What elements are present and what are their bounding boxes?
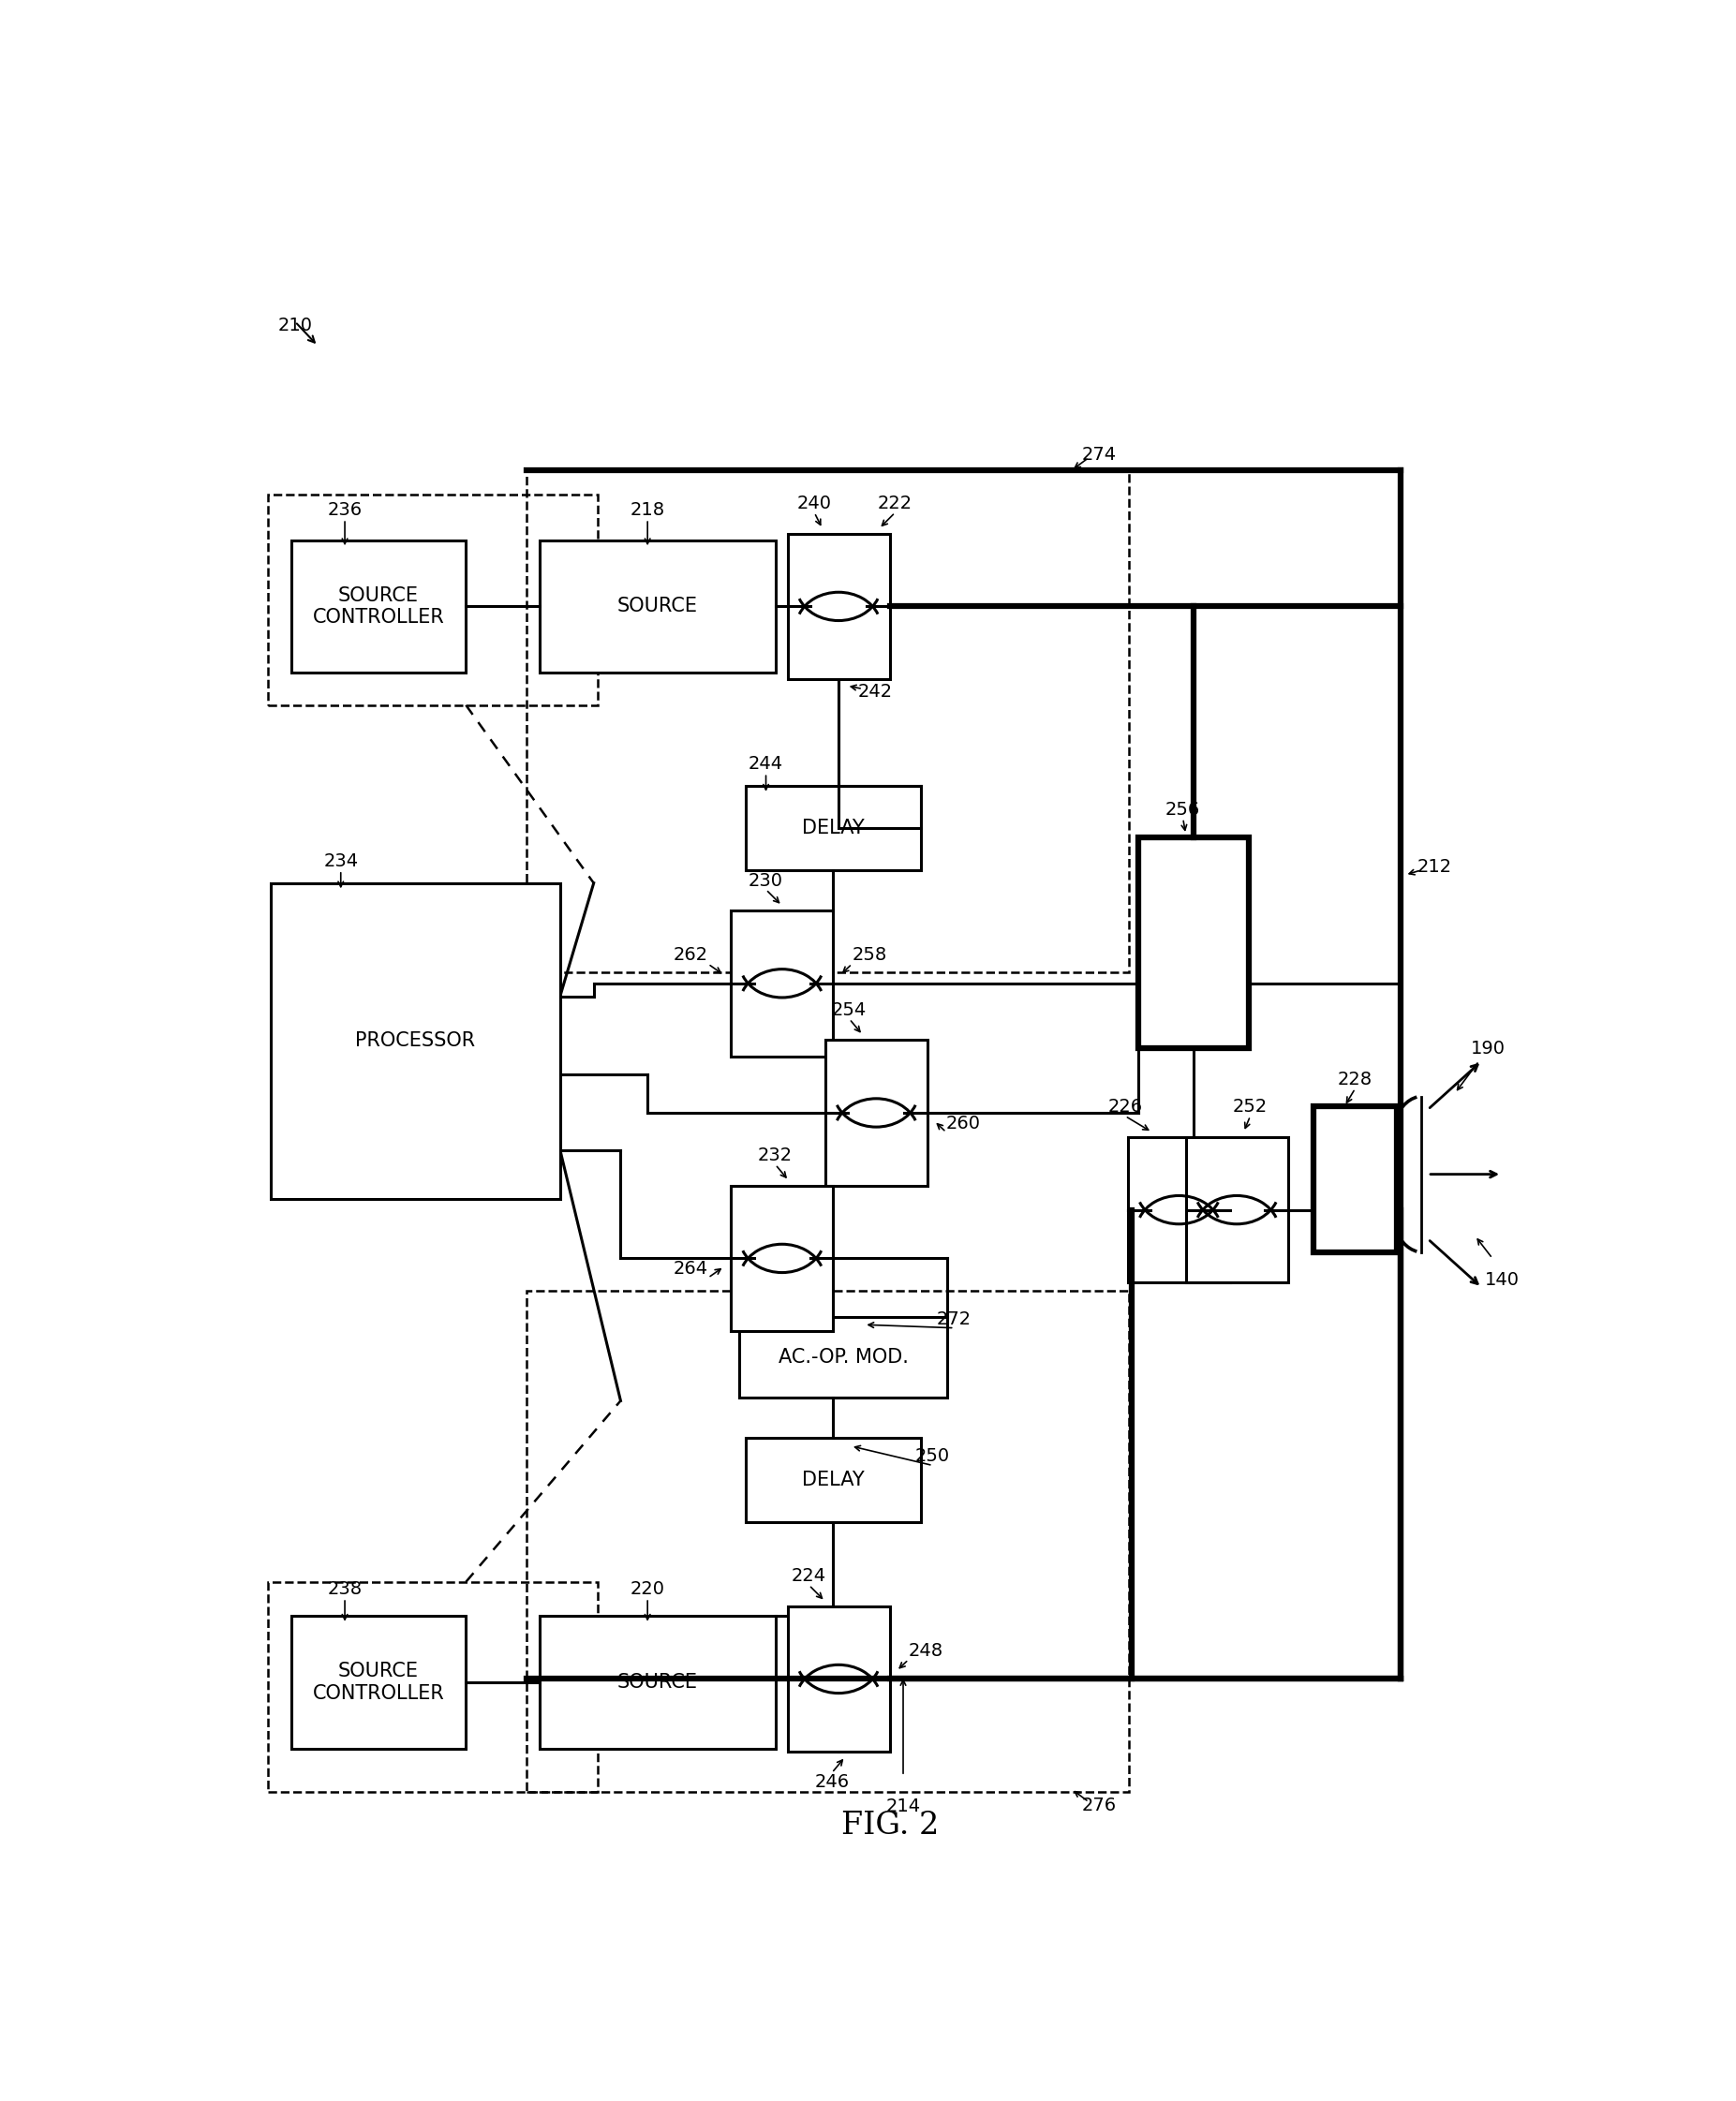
Bar	[731, 910, 833, 1057]
Bar	[292, 540, 465, 672]
Text: 232: 232	[759, 1147, 793, 1164]
Text: 242: 242	[858, 683, 892, 702]
Bar	[788, 1605, 891, 1752]
Text: DELAY: DELAY	[802, 1471, 865, 1490]
Text: SOURCE
CONTROLLER: SOURCE CONTROLLER	[312, 586, 444, 626]
Text: 264: 264	[674, 1261, 708, 1277]
Bar	[540, 540, 776, 672]
Text: 140: 140	[1484, 1271, 1519, 1290]
Bar	[526, 471, 1128, 973]
Bar	[540, 1616, 776, 1748]
Text: 250: 250	[915, 1448, 950, 1466]
Text: 218: 218	[630, 502, 665, 519]
Bar	[526, 1290, 1128, 1792]
Bar	[1128, 1137, 1231, 1282]
Text: 190: 190	[1470, 1040, 1505, 1057]
Text: 222: 222	[878, 494, 913, 513]
Text: 254: 254	[832, 1002, 866, 1019]
Text: PROCESSOR: PROCESSOR	[356, 1032, 476, 1050]
Text: 224: 224	[792, 1567, 826, 1584]
Bar	[740, 1317, 948, 1397]
Text: 226: 226	[1108, 1099, 1142, 1116]
Text: 214: 214	[885, 1796, 920, 1815]
Text: AC.-OP. MOD.: AC.-OP. MOD.	[778, 1347, 908, 1366]
Text: 246: 246	[814, 1773, 849, 1790]
Text: 234: 234	[323, 853, 358, 870]
Text: SOURCE: SOURCE	[618, 1672, 698, 1691]
Bar	[271, 882, 561, 1198]
Bar	[731, 1185, 833, 1332]
Bar	[1314, 1107, 1397, 1252]
Bar	[292, 1616, 465, 1748]
Text: 228: 228	[1338, 1072, 1373, 1088]
Text: DELAY: DELAY	[802, 819, 865, 838]
Text: 272: 272	[937, 1311, 972, 1328]
Text: SOURCE
CONTROLLER: SOURCE CONTROLLER	[312, 1662, 444, 1702]
Bar	[1139, 838, 1248, 1048]
Bar	[825, 1040, 927, 1185]
Text: 260: 260	[946, 1114, 981, 1132]
Bar	[788, 534, 891, 679]
Bar	[746, 1437, 920, 1521]
Text: FIG. 2: FIG. 2	[840, 1811, 939, 1840]
Text: 238: 238	[328, 1580, 363, 1599]
Text: 276: 276	[1082, 1796, 1116, 1813]
Text: SOURCE: SOURCE	[618, 597, 698, 616]
Text: 210: 210	[278, 317, 312, 334]
Text: 256: 256	[1165, 800, 1201, 819]
Text: 236: 236	[328, 502, 363, 519]
Bar	[1186, 1137, 1288, 1282]
Text: 258: 258	[852, 945, 887, 964]
Text: 212: 212	[1417, 857, 1451, 876]
Text: 252: 252	[1233, 1099, 1267, 1116]
Text: 274: 274	[1082, 445, 1116, 462]
Bar	[267, 1582, 597, 1792]
Bar	[746, 786, 920, 870]
Text: 240: 240	[797, 494, 832, 513]
Text: 220: 220	[630, 1580, 665, 1599]
Text: 262: 262	[674, 945, 708, 964]
Text: 230: 230	[748, 872, 783, 889]
Text: 248: 248	[908, 1641, 943, 1660]
Bar	[267, 496, 597, 706]
Text: 244: 244	[748, 754, 783, 773]
